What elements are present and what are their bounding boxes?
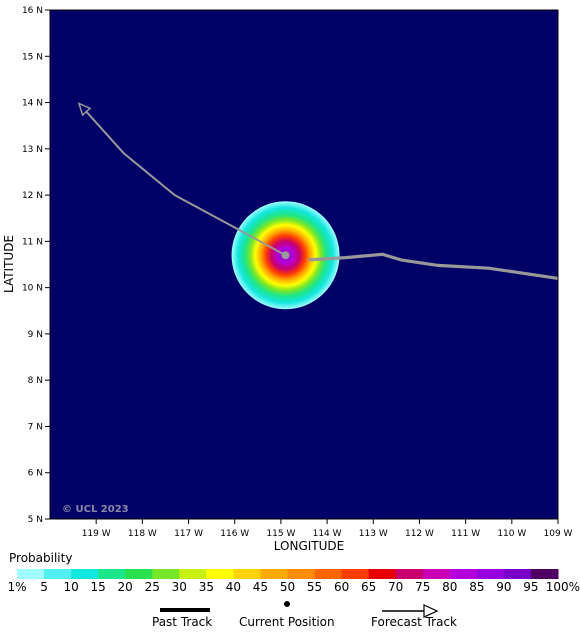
colorbar-segment (98, 569, 126, 579)
colorbar-segment (368, 569, 397, 579)
colorbar-segment (233, 569, 261, 579)
probability-colorbar-labels: 1% 5 10 15 20 25 30 35 40 45 50 55 60 65 70 75 80 85 90 95 1… (7, 580, 580, 594)
colorbar-label: 60 (334, 580, 349, 594)
x-tick-label: 114 W (313, 529, 342, 539)
colorbar-label: 70 (388, 580, 403, 594)
colorbar-segment (449, 569, 478, 579)
y-tick-label: 11 N (22, 237, 43, 247)
colorbar-segment (125, 569, 153, 579)
x-tick-label: 113 W (359, 529, 388, 539)
x-tick-label: 119 W (82, 529, 111, 539)
colorbar-label: 20 (118, 580, 133, 594)
current-position-key-symbol (284, 601, 290, 607)
plot-frame (49, 9, 559, 520)
colorbar-segment (152, 569, 180, 579)
x-tick-label: 116 W (220, 529, 249, 539)
colorbar-label: 45 (253, 580, 268, 594)
y-tick-label: 16 N (22, 6, 43, 16)
copyright-text: © UCL 2023 (62, 504, 129, 515)
colorbar-label: 30 (172, 580, 187, 594)
y-tick-label: 6 N (28, 469, 43, 479)
current-position-marker (281, 251, 290, 260)
colorbar-segment (179, 569, 207, 579)
colorbar-label: 50 (280, 580, 295, 594)
colorbar-label: 35 (199, 580, 214, 594)
colorbar-segment (287, 569, 316, 579)
x-tick-label: 117 W (174, 529, 203, 539)
y-tick-label: 13 N (22, 145, 43, 155)
colorbar-label: 1% (7, 580, 26, 594)
colorbar-label: 100% (546, 580, 580, 594)
past-track-key-label: Past Track (152, 615, 213, 629)
colorbar-segment (422, 569, 451, 579)
colorbar-segment (314, 569, 343, 579)
colorbar-segment (341, 569, 370, 579)
x-axis-ticks: 119 W 118 W 117 W 116 W 115 W 114 W 113 W 112 W… (82, 519, 573, 539)
x-tick-label: 111 W (451, 529, 480, 539)
y-tick-label: 8 N (28, 376, 43, 386)
colorbar-label: 10 (63, 580, 78, 594)
y-tick-label: 15 N (22, 52, 43, 62)
forecast-track-line (77, 102, 286, 257)
colorbar-segment (476, 569, 505, 579)
colorbar-label: 85 (469, 580, 484, 594)
y-axis-label: LATITUDE (2, 235, 16, 293)
y-tick-label: 14 N (22, 99, 43, 109)
y-tick-label: 7 N (28, 422, 43, 432)
colorbar-label: 25 (145, 580, 160, 594)
legend-title: Probability (9, 551, 73, 565)
colorbar-segment (530, 569, 559, 579)
colorbar-label: 55 (307, 580, 322, 594)
current-position-key-label: Current Position (239, 615, 335, 629)
colorbar-label: 5 (40, 580, 48, 594)
colorbar-segment (44, 569, 72, 579)
past-track-line (308, 252, 559, 280)
x-tick-label: 115 W (266, 529, 295, 539)
colorbar-segment (260, 569, 288, 579)
x-tick-label: 118 W (128, 529, 157, 539)
colorbar-label: 80 (442, 580, 457, 594)
colorbar-segment (17, 569, 45, 579)
y-tick-label: 10 N (22, 284, 43, 294)
colorbar-label: 40 (226, 580, 241, 594)
colorbar-label: 65 (361, 580, 376, 594)
y-axis-ticks: 16 N 15 N 14 N 13 N 12 N 11 N 10 N 9 N 8 N 7 N 6 N… (22, 6, 50, 525)
colorbar-label: 95 (523, 580, 538, 594)
y-tick-label: 5 N (28, 515, 43, 525)
forecast-track-key-label: Forecast Track (371, 615, 457, 629)
x-tick-label: 109 W (544, 529, 573, 539)
colorbar-segment (395, 569, 424, 579)
colorbar-label: 15 (91, 580, 106, 594)
colorbar-label: 75 (415, 580, 430, 594)
x-axis-label: LONGITUDE (274, 539, 344, 553)
colorbar-segment (71, 569, 99, 579)
colorbar-segment (206, 569, 234, 579)
y-tick-label: 9 N (28, 330, 43, 340)
probability-colorbar (17, 569, 559, 579)
y-tick-label: 12 N (22, 191, 43, 201)
colorbar-label: 90 (496, 580, 511, 594)
colorbar-segment (503, 569, 532, 579)
x-tick-label: 110 W (497, 529, 526, 539)
x-tick-label: 112 W (405, 529, 434, 539)
